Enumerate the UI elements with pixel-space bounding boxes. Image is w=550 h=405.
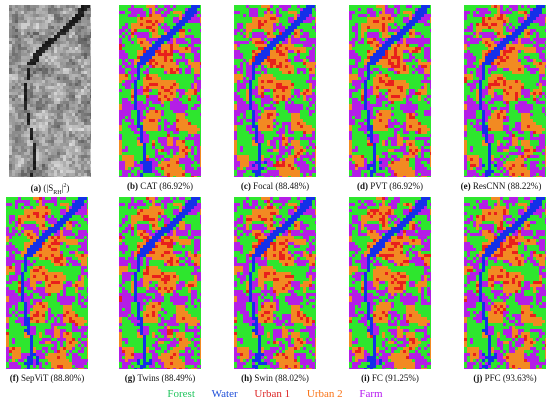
panel-j-pfc-map bbox=[464, 197, 546, 369]
panel-c-focal-map bbox=[234, 5, 316, 177]
caption-a-formula: (|SRH|2) bbox=[43, 183, 70, 196]
class-legend: Forest Water Urban 1 Urban 2 Farm bbox=[0, 386, 550, 402]
caption-e: (e) ResCNN (88.22%) bbox=[460, 181, 542, 191]
panel-h-swin-map bbox=[234, 197, 316, 369]
classification-map bbox=[349, 5, 431, 177]
caption-h: (h) Swin (88.02%) bbox=[241, 373, 309, 383]
legend-forest: Forest bbox=[167, 388, 195, 400]
caption-c: (c) Focal (88.48%) bbox=[240, 181, 310, 191]
caption-b: (b) CAT (86.92%) bbox=[126, 181, 194, 191]
classification-map bbox=[6, 197, 88, 369]
caption-d: (d) PVT (86.92%) bbox=[356, 181, 424, 191]
legend-farm: Farm bbox=[359, 388, 383, 400]
panel-a-sar-image bbox=[9, 5, 91, 177]
legend-urban-2: Urban 2 bbox=[306, 388, 343, 400]
legend-urban-1: Urban 1 bbox=[254, 388, 291, 400]
sar-intensity-image bbox=[9, 5, 91, 177]
classification-map bbox=[464, 197, 546, 369]
caption-a: (a) (|SRH|2) bbox=[30, 183, 70, 196]
panel-i-fc-map bbox=[349, 197, 431, 369]
panel-d-pvt-map bbox=[349, 5, 431, 177]
classification-map bbox=[464, 5, 546, 177]
caption-f: (f) SepViT (88.80%) bbox=[9, 373, 85, 383]
caption-j: (j) PFC (93.63%) bbox=[473, 373, 537, 383]
classification-map bbox=[349, 197, 431, 369]
panel-b-cat-map bbox=[119, 5, 201, 177]
classification-map bbox=[119, 197, 201, 369]
classification-map bbox=[119, 5, 201, 177]
caption-i: (i) FC (91.25%) bbox=[361, 373, 419, 383]
caption-g: (g) Twins (88.49%) bbox=[124, 373, 196, 383]
legend-water: Water bbox=[211, 388, 238, 400]
panel-g-twins-map bbox=[119, 197, 201, 369]
panel-e-rescnn-map bbox=[464, 5, 546, 177]
panel-f-sepvit-map bbox=[6, 197, 88, 369]
classification-map bbox=[234, 197, 316, 369]
classification-map bbox=[234, 5, 316, 177]
